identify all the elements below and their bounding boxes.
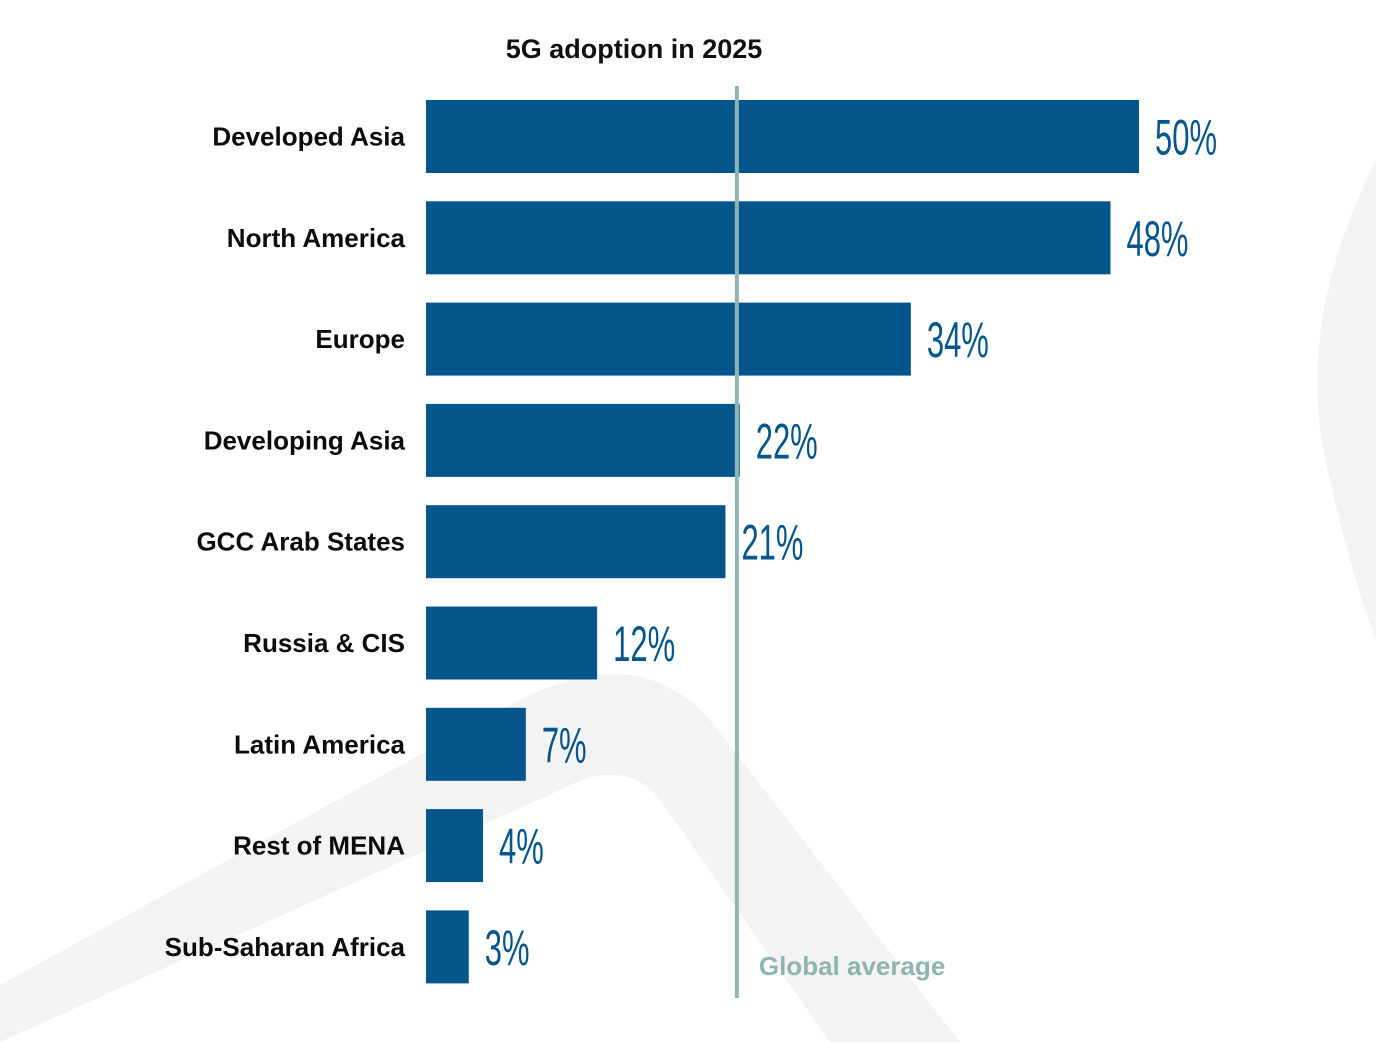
value-label: 48% <box>1126 210 1188 266</box>
bars <box>426 100 1139 984</box>
category-label: Europe <box>315 324 405 354</box>
category-label: North America <box>227 223 406 253</box>
category-label: Russia & CIS <box>243 628 405 658</box>
bar <box>426 505 726 579</box>
reference-line-group: Global average <box>734 86 945 998</box>
bar <box>426 201 1111 275</box>
value-label: 34% <box>927 311 989 367</box>
value-label: 4% <box>499 818 544 874</box>
category-labels: Developed Asia North America Europe Develop… <box>165 122 406 962</box>
value-label: 22% <box>756 413 818 469</box>
value-label: 50% <box>1155 109 1217 165</box>
bar <box>426 100 1139 173</box>
global-average-label: Global average <box>759 951 945 981</box>
bar <box>426 809 484 883</box>
value-labels: 50% 48% 34% 22% 21% 12% 7% 4% 3% <box>485 109 1217 976</box>
category-label: Latin America <box>234 729 406 759</box>
value-label: 3% <box>485 919 530 975</box>
background-decoration <box>0 160 1376 1042</box>
background-arc-shape <box>1317 160 1376 640</box>
value-label: 21% <box>741 514 803 570</box>
bar <box>426 302 911 376</box>
category-label: Rest of MENA <box>233 831 405 861</box>
category-label: GCC Arab States <box>196 527 405 557</box>
value-label: 7% <box>542 717 587 773</box>
bar <box>426 707 526 781</box>
chart-title: 5G adoption in 2025 <box>505 34 763 64</box>
category-label: Developed Asia <box>212 122 405 152</box>
bar <box>426 403 740 477</box>
value-label: 12% <box>613 615 675 671</box>
background-swoosh-shape <box>0 674 960 1042</box>
category-label: Developing Asia <box>204 425 406 455</box>
bar <box>426 910 469 984</box>
category-label: Sub-Saharan Africa <box>165 932 406 962</box>
bar <box>426 606 598 680</box>
